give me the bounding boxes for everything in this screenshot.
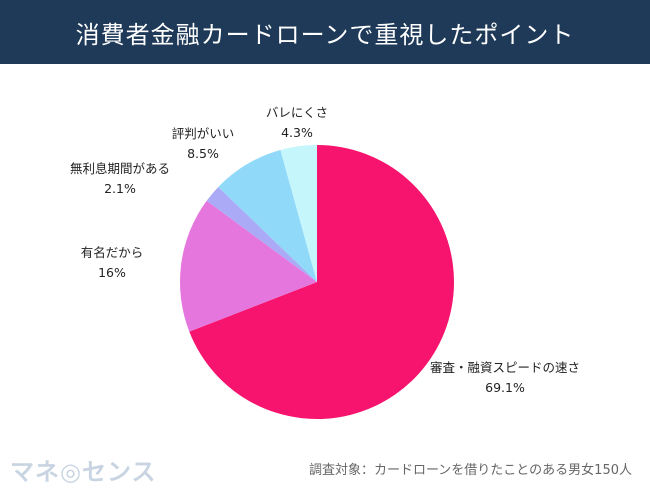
slice-label: 審査・融資スピードの速さ	[430, 360, 580, 375]
pie-slice	[280, 145, 317, 282]
slice-value-label: 4.3%	[281, 125, 313, 140]
slice-value-label: 69.1%	[485, 380, 525, 395]
slice-label: バレにくさ	[266, 105, 328, 120]
survey-note: 調査対象：カードローンを借りたことのある男女150人	[308, 463, 632, 478]
pie-slice	[206, 186, 317, 282]
slice-label: 無利息期間がある	[70, 161, 170, 176]
pie-slice	[189, 145, 455, 419]
slice-value-label: 8.5%	[187, 146, 219, 161]
brand-logo: マネ◎センス	[10, 458, 157, 486]
pie-slice	[218, 149, 317, 282]
slice-label: 有名だから	[81, 245, 144, 260]
pie-slice	[180, 200, 317, 332]
slice-value-label: 16%	[98, 265, 126, 280]
slice-label: 評判がいい	[172, 126, 235, 141]
slice-value-label: 2.1%	[104, 181, 136, 196]
chart-title: 消費者金融カードローンで重視したポイント	[0, 0, 650, 64]
